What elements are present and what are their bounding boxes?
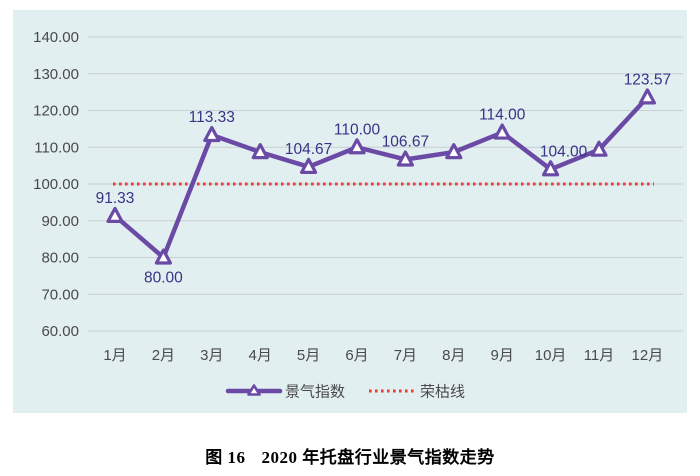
figure-caption: 图 16 2020 年托盘行业景气指数走势 — [0, 443, 700, 468]
data-point-label: 106.67 — [382, 133, 429, 150]
x-axis-tick-label: 9月 — [491, 347, 514, 364]
y-axis-tick-label: 90.00 — [41, 213, 79, 230]
data-point-marker — [638, 88, 656, 105]
data-point-marker — [445, 143, 463, 160]
legend-label-threshold: 荣枯线 — [420, 384, 465, 401]
y-axis-tick-label: 80.00 — [41, 250, 79, 267]
prosperity-index-line-chart: 60.00 70.00 80.00 90.00 100.00 110.00 120.00 13… — [33, 29, 683, 401]
legend-label-index: 景气指数 — [285, 384, 345, 401]
data-point-label: 104.00 — [540, 143, 588, 160]
y-axis-tick-label: 120.00 — [33, 103, 79, 120]
data-point-marker — [203, 125, 221, 143]
figure-caption-label: 图 16 — [205, 448, 246, 467]
data-point-marker — [542, 160, 560, 177]
data-point-label: 113.33 — [189, 109, 235, 126]
data-point-label: 123.57 — [624, 71, 671, 88]
x-axis-tick-label: 4月 — [249, 347, 272, 364]
data-point-label: 80.00 — [144, 270, 183, 287]
data-point-label: 114.00 — [479, 107, 526, 124]
x-axis-tick-label: 7月 — [394, 347, 417, 364]
y-axis-tick-label: 130.00 — [33, 66, 79, 83]
series-line — [112, 95, 650, 260]
y-axis-tick-label: 70.00 — [41, 286, 79, 303]
x-axis-tick-label: 3月 — [200, 347, 223, 364]
y-axis-tick-label: 140.00 — [33, 29, 79, 46]
data-point-marker — [493, 123, 511, 140]
data-point-marker — [106, 206, 124, 223]
x-axis-tick-label: 2月 — [152, 347, 175, 364]
y-axis-tick-label: 110.00 — [34, 139, 79, 156]
data-point-marker — [590, 140, 608, 157]
legend-series-marker — [247, 384, 261, 396]
y-axis-tick-label: 100.00 — [33, 176, 79, 193]
data-point-marker — [154, 248, 172, 265]
chart-panel: 60.00 70.00 80.00 90.00 100.00 110.00 120.00 13… — [13, 10, 687, 413]
y-axis-tick-label: 60.00 — [41, 323, 79, 340]
x-axis-tick-label: 10月 — [535, 347, 567, 364]
data-point-marker — [396, 150, 414, 167]
data-point-label: 110.00 — [334, 121, 381, 138]
x-axis-tick-label: 12月 — [632, 347, 664, 364]
data-point-marker — [348, 138, 366, 155]
x-axis-tick-label: 6月 — [345, 347, 368, 364]
data-point-label: 104.67 — [285, 141, 332, 158]
figure-caption-title: 2020 年托盘行业景气指数走势 — [261, 448, 495, 467]
data-point-marker — [300, 157, 318, 174]
x-axis-tick-label: 11月 — [584, 347, 615, 364]
data-point-label: 91.33 — [96, 190, 135, 207]
data-point-marker — [251, 143, 269, 160]
x-axis-tick-label: 1月 — [103, 347, 126, 364]
x-axis-tick-label: 5月 — [297, 347, 320, 364]
x-axis-tick-label: 8月 — [442, 347, 465, 364]
